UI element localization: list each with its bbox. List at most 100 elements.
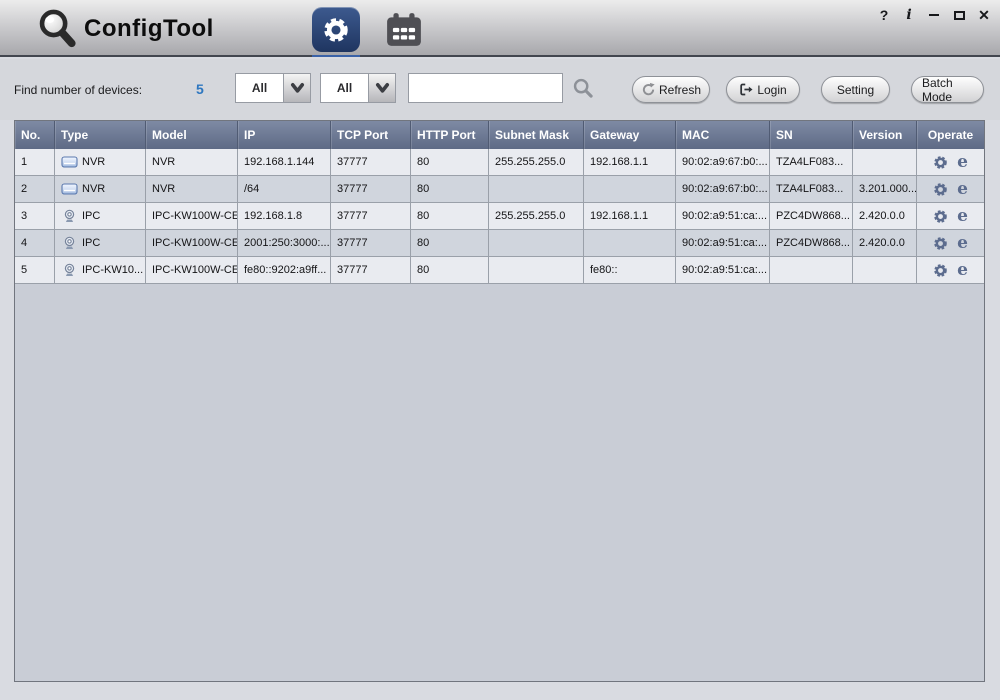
filter-1-value: All: [251, 81, 268, 95]
table-row[interactable]: 5 IPC-KW10... IPC-KW100W-CE fe80::9202:a…: [15, 257, 984, 284]
table-row[interactable]: 3 IPC IPC-KW100W-CE 192.168.1.8 37777 80…: [15, 203, 984, 230]
filter-dropdown-1[interactable]: All: [235, 73, 311, 103]
browser-icon[interactable]: e: [957, 151, 968, 172]
help-button[interactable]: ?: [879, 7, 889, 23]
cell-subnet-mask: [489, 176, 584, 203]
cell-mac: 90:02:a9:51:ca:...: [676, 203, 770, 230]
search-input[interactable]: [409, 75, 572, 101]
cell-gateway: 192.168.1.1: [584, 203, 676, 230]
cell-type: IPC-KW10...: [55, 257, 146, 284]
cell-mac: 90:02:a9:51:ca:...: [676, 230, 770, 257]
column-header-sn[interactable]: SN: [770, 121, 853, 149]
table-row[interactable]: 2 NVR NVR /64 37777 80 90:02:a9:67:b0:..…: [15, 176, 984, 203]
cell-sn: PZC4DW868...: [770, 230, 853, 257]
cell-type: NVR: [55, 149, 146, 176]
browser-icon[interactable]: e: [957, 178, 968, 199]
column-header-gateway[interactable]: Gateway: [584, 121, 676, 149]
search-field: [408, 73, 563, 103]
type-label: IPC: [82, 210, 101, 222]
column-header-operate[interactable]: Operate: [917, 121, 984, 149]
info-button[interactable]: i: [906, 7, 912, 23]
device-count-label: Find number of devices:: [14, 83, 143, 97]
setting-button[interactable]: Setting: [821, 76, 890, 103]
device-table: No. Type Model IP TCP Port HTTP Port Sub…: [14, 120, 985, 682]
cell-http-port: 80: [411, 203, 489, 230]
cell-mac: 90:02:a9:51:ca:...: [676, 257, 770, 284]
cell-ip: 192.168.1.8: [238, 203, 331, 230]
chevron-down-icon: [375, 82, 390, 95]
cell-subnet-mask: [489, 230, 584, 257]
cell-operate: e: [917, 230, 984, 257]
browser-icon[interactable]: e: [957, 259, 968, 280]
column-header-ip[interactable]: IP: [238, 121, 331, 149]
cell-subnet-mask: 255.255.255.0: [489, 203, 584, 230]
browser-icon[interactable]: e: [957, 205, 968, 226]
cell-subnet-mask: [489, 257, 584, 284]
minimize-button[interactable]: [926, 6, 942, 24]
column-header-tcp-port[interactable]: TCP Port: [331, 121, 411, 149]
cell-no: 3: [15, 203, 55, 230]
gear-icon[interactable]: [933, 263, 948, 278]
login-button[interactable]: Login: [726, 76, 800, 103]
device-count-value: 5: [196, 81, 204, 97]
tab-calendar[interactable]: [380, 7, 428, 52]
app-logo: ConfigTool: [36, 7, 214, 51]
cell-no: 4: [15, 230, 55, 257]
gear-icon[interactable]: [933, 155, 948, 170]
nvr-device-icon: [61, 155, 78, 169]
column-header-model[interactable]: Model: [146, 121, 238, 149]
column-header-no[interactable]: No.: [15, 121, 55, 149]
cell-subnet-mask: 255.255.255.0: [489, 149, 584, 176]
type-label: NVR: [82, 183, 106, 195]
cell-ip: fe80::9202:a9ff...: [238, 257, 331, 284]
filter-2-dropdown-button[interactable]: [368, 74, 395, 102]
search-icon[interactable]: [572, 77, 594, 99]
cell-gateway: fe80::: [584, 257, 676, 284]
chevron-down-icon: [290, 82, 305, 95]
cell-operate: e: [917, 203, 984, 230]
table-header-row: No. Type Model IP TCP Port HTTP Port Sub…: [15, 121, 984, 149]
cell-http-port: 80: [411, 257, 489, 284]
table-row[interactable]: 1 NVR NVR 192.168.1.144 37777 80 255.255…: [15, 149, 984, 176]
tab-settings[interactable]: [312, 7, 360, 52]
refresh-icon: [641, 82, 656, 97]
cell-version: 3.201.000...: [853, 176, 917, 203]
batch-mode-button[interactable]: Batch Mode: [911, 75, 984, 104]
table-row[interactable]: 4 IPC IPC-KW100W-CE 2001:250:3000:... 37…: [15, 230, 984, 257]
cell-sn: TZA4LF083...: [770, 149, 853, 176]
filter-1-dropdown-button[interactable]: [283, 74, 310, 102]
browser-icon[interactable]: e: [957, 232, 968, 253]
cell-version: 2.420.0.0: [853, 203, 917, 230]
toolbar: Find number of devices: 5 All All Refres…: [0, 59, 1000, 120]
cell-ip: /64: [238, 176, 331, 203]
column-header-http-port[interactable]: HTTP Port: [411, 121, 489, 149]
column-header-subnet-mask[interactable]: Subnet Mask: [489, 121, 584, 149]
batch-mode-label: Batch Mode: [922, 75, 953, 104]
gear-icon[interactable]: [933, 236, 948, 251]
column-header-version[interactable]: Version: [853, 121, 917, 149]
cell-http-port: 80: [411, 149, 489, 176]
cell-operate: e: [917, 149, 984, 176]
column-header-mac[interactable]: MAC: [676, 121, 770, 149]
maximize-button[interactable]: [951, 6, 967, 24]
app-title: ConfigTool: [84, 15, 214, 42]
close-button[interactable]: ✕: [978, 6, 990, 23]
gear-icon[interactable]: [933, 182, 948, 197]
cell-version: [853, 257, 917, 284]
type-label: IPC-KW10...: [82, 264, 144, 276]
cell-model: IPC-KW100W-CE: [146, 203, 238, 230]
refresh-button[interactable]: Refresh: [632, 76, 710, 103]
gear-icon[interactable]: [933, 209, 948, 224]
cell-no: 2: [15, 176, 55, 203]
column-header-type[interactable]: Type: [55, 121, 146, 149]
cell-gateway: [584, 230, 676, 257]
cell-operate: e: [917, 176, 984, 203]
cell-tcp-port: 37777: [331, 176, 411, 203]
cell-type: IPC: [55, 203, 146, 230]
calendar-icon: [385, 12, 423, 48]
cell-model: NVR: [146, 176, 238, 203]
cell-model: NVR: [146, 149, 238, 176]
setting-label: Setting: [836, 82, 875, 97]
filter-dropdown-2[interactable]: All: [320, 73, 396, 103]
ipc-device-icon: [61, 236, 78, 250]
